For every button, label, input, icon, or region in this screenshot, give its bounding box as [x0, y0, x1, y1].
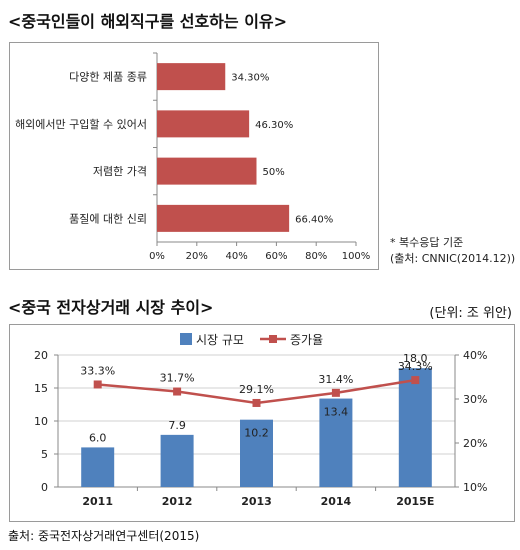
chart2-x-tick-label: 2015E	[396, 495, 434, 508]
chart1-note: * 복수응답 기준	[390, 236, 464, 249]
chart2-line-data-label: 31.7%	[160, 372, 195, 385]
chart2-legend-label-bar: 시장 규모	[196, 333, 244, 347]
chart2-line-marker	[93, 380, 102, 389]
chart2-left-tick-label: 0	[41, 481, 48, 494]
chart2-bar	[398, 368, 432, 487]
chart2-line-data-label: 31.4%	[318, 373, 353, 386]
chart1-data-label: 34.30%	[231, 73, 269, 84]
chart1-x-tick-label: 0%	[149, 251, 165, 262]
chart2-line-data-label: 33.3%	[80, 364, 115, 377]
chart2-panel: 시장 규모 증가율 0 5 10 15 20 10% 20% 30% 40% 2011 2012 2013…	[9, 324, 515, 522]
chart2-left-tick-label: 5	[41, 448, 48, 461]
chart2-x-tick-label: 2013	[241, 495, 272, 508]
chart2-left-tick-label: 20	[34, 349, 48, 362]
chart2-plot: 시장 규모 증가율 0 5 10 15 20 10% 20% 30% 40% 2011 2012 2013…	[34, 333, 487, 508]
chart1-category-label: 저렴한 가격	[93, 165, 147, 178]
chart2-line-marker	[411, 376, 420, 385]
chart2-bar	[160, 434, 194, 487]
chart1-bar	[157, 157, 257, 185]
chart1-source: (출처: CNNIC(2014.12))	[390, 252, 516, 265]
chart1-x-tick-label: 60%	[265, 251, 287, 262]
chart2-right-tick-label: 10%	[463, 481, 487, 494]
chart1-category-label: 다양한 제품 종류	[69, 71, 147, 84]
chart1-data-label: 50%	[263, 167, 285, 178]
chart2-bar-data-label: 7.9	[168, 419, 186, 432]
chart1-bar	[157, 63, 226, 91]
chart2-bar-data-label: 6.0	[89, 431, 107, 444]
chart2-right-tick-label: 40%	[463, 349, 487, 362]
chart1-panel: 0% 20% 40% 60% 80% 100% 다양한 제품 종류 34.30% 해외에서만 구…	[9, 42, 379, 270]
chart2-line-data-label: 29.1%	[239, 383, 274, 396]
chart2-right-tick-label: 30%	[463, 393, 487, 406]
chart1-x-tick-label: 20%	[186, 251, 208, 262]
chart2-legend-marker-line	[269, 335, 277, 343]
chart2-bar-data-label: 18.0	[403, 352, 428, 365]
chart1-plot: 0% 20% 40% 60% 80% 100% 다양한 제품 종류 34.30% 해외에서만 구…	[15, 52, 371, 262]
chart2-line-marker	[331, 388, 340, 397]
chart2-left-tick-label: 10	[34, 415, 48, 428]
chart2-x-tick-label: 2014	[321, 495, 352, 508]
chart1-category-label: 품질에 대한 신뢰	[69, 212, 147, 225]
chart2-title: <중국 전자상거래 시장 추이>	[8, 298, 214, 317]
chart2-bar-data-label: 13.4	[324, 406, 349, 419]
chart2-source: 출처: 중국전자상거래연구센터(2015)	[8, 529, 200, 543]
chart2-left-tick-label: 15	[34, 382, 48, 395]
chart1-data-label: 66.40%	[295, 214, 333, 225]
chart2-right-tick-label: 20%	[463, 437, 487, 450]
chart2-x-tick-label: 2011	[82, 495, 113, 508]
chart1-category-label: 해외에서만 구입할 수 있어서	[15, 117, 147, 131]
chart2-line-marker	[252, 398, 261, 407]
chart1-x-tick-label: 100%	[342, 251, 371, 262]
chart1-bar	[157, 204, 290, 232]
chart2-unit: (단위: 조 위안)	[429, 306, 512, 321]
chart2-legend-swatch-bar	[180, 333, 192, 345]
chart1-x-tick-label: 40%	[225, 251, 247, 262]
chart2-line-marker	[173, 387, 182, 396]
chart2-bar-data-label: 10.2	[244, 427, 269, 440]
chart2-x-tick-label: 2012	[162, 495, 193, 508]
chart1-title: <중국인들이 해외직구를 선호하는 이유>	[8, 12, 288, 31]
chart2-line-data-label: 34.3%	[398, 360, 433, 373]
chart2-bar	[81, 447, 115, 487]
chart2-bar	[319, 398, 353, 487]
chart2-legend-label-line: 증가율	[290, 333, 323, 347]
chart2-bar	[240, 419, 273, 487]
chart1-bar	[157, 110, 250, 138]
chart1-data-label: 46.30%	[255, 120, 293, 131]
chart1-x-tick-label: 80%	[305, 251, 327, 262]
